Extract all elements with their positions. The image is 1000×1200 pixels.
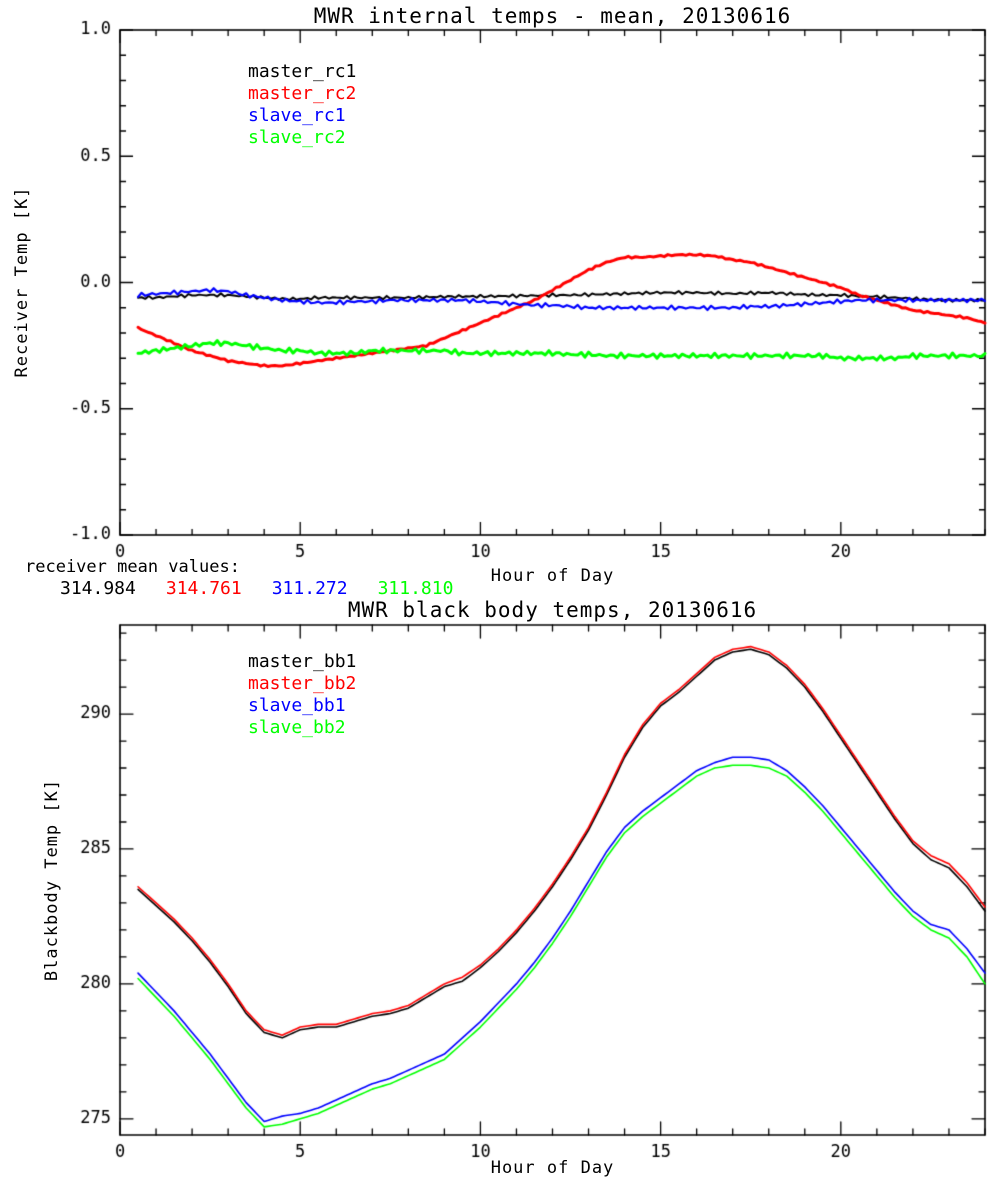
legend-item-master-rc2: master_rc2 (248, 83, 357, 104)
legend-item-slave-rc2: slave_rc2 (248, 127, 346, 148)
bottom-chart-y-axis-label: Blackbody Temp [K] (42, 778, 62, 982)
legend-item-master-bb2: master_bb2 (248, 673, 357, 694)
mean-value-master-rc2: 314.761 (165, 578, 242, 599)
receiver-mean-values-label: receiver mean values: (25, 557, 240, 577)
top-chart-title: MWR internal temps - mean, 20130616 (313, 4, 792, 28)
receiver-mean-values: 314.984 314.761 311.272 311.810 (60, 578, 453, 599)
bottom-chart-x-axis-label: Hour of Day (490, 1158, 615, 1178)
legend-item-master-bb1: master_bb1 (248, 651, 357, 672)
mean-value-slave-rc2: 311.810 (377, 578, 454, 599)
top-chart-y-axis-label: Receiver Temp [K] (12, 186, 32, 378)
legend-item-master-rc1: master_rc1 (248, 61, 357, 82)
legend-item-slave-bb2: slave_bb2 (248, 717, 346, 738)
legend-item-slave-rc1: slave_rc1 (248, 105, 346, 126)
mean-value-slave-rc1: 311.272 (271, 578, 348, 599)
bottom-chart-title: MWR black body temps, 20130616 (347, 598, 758, 622)
mean-value-master-rc1: 314.984 (60, 578, 136, 599)
top-chart-x-axis-label: Hour of Day (490, 566, 615, 586)
legend-item-slave-bb1: slave_bb1 (248, 695, 346, 716)
